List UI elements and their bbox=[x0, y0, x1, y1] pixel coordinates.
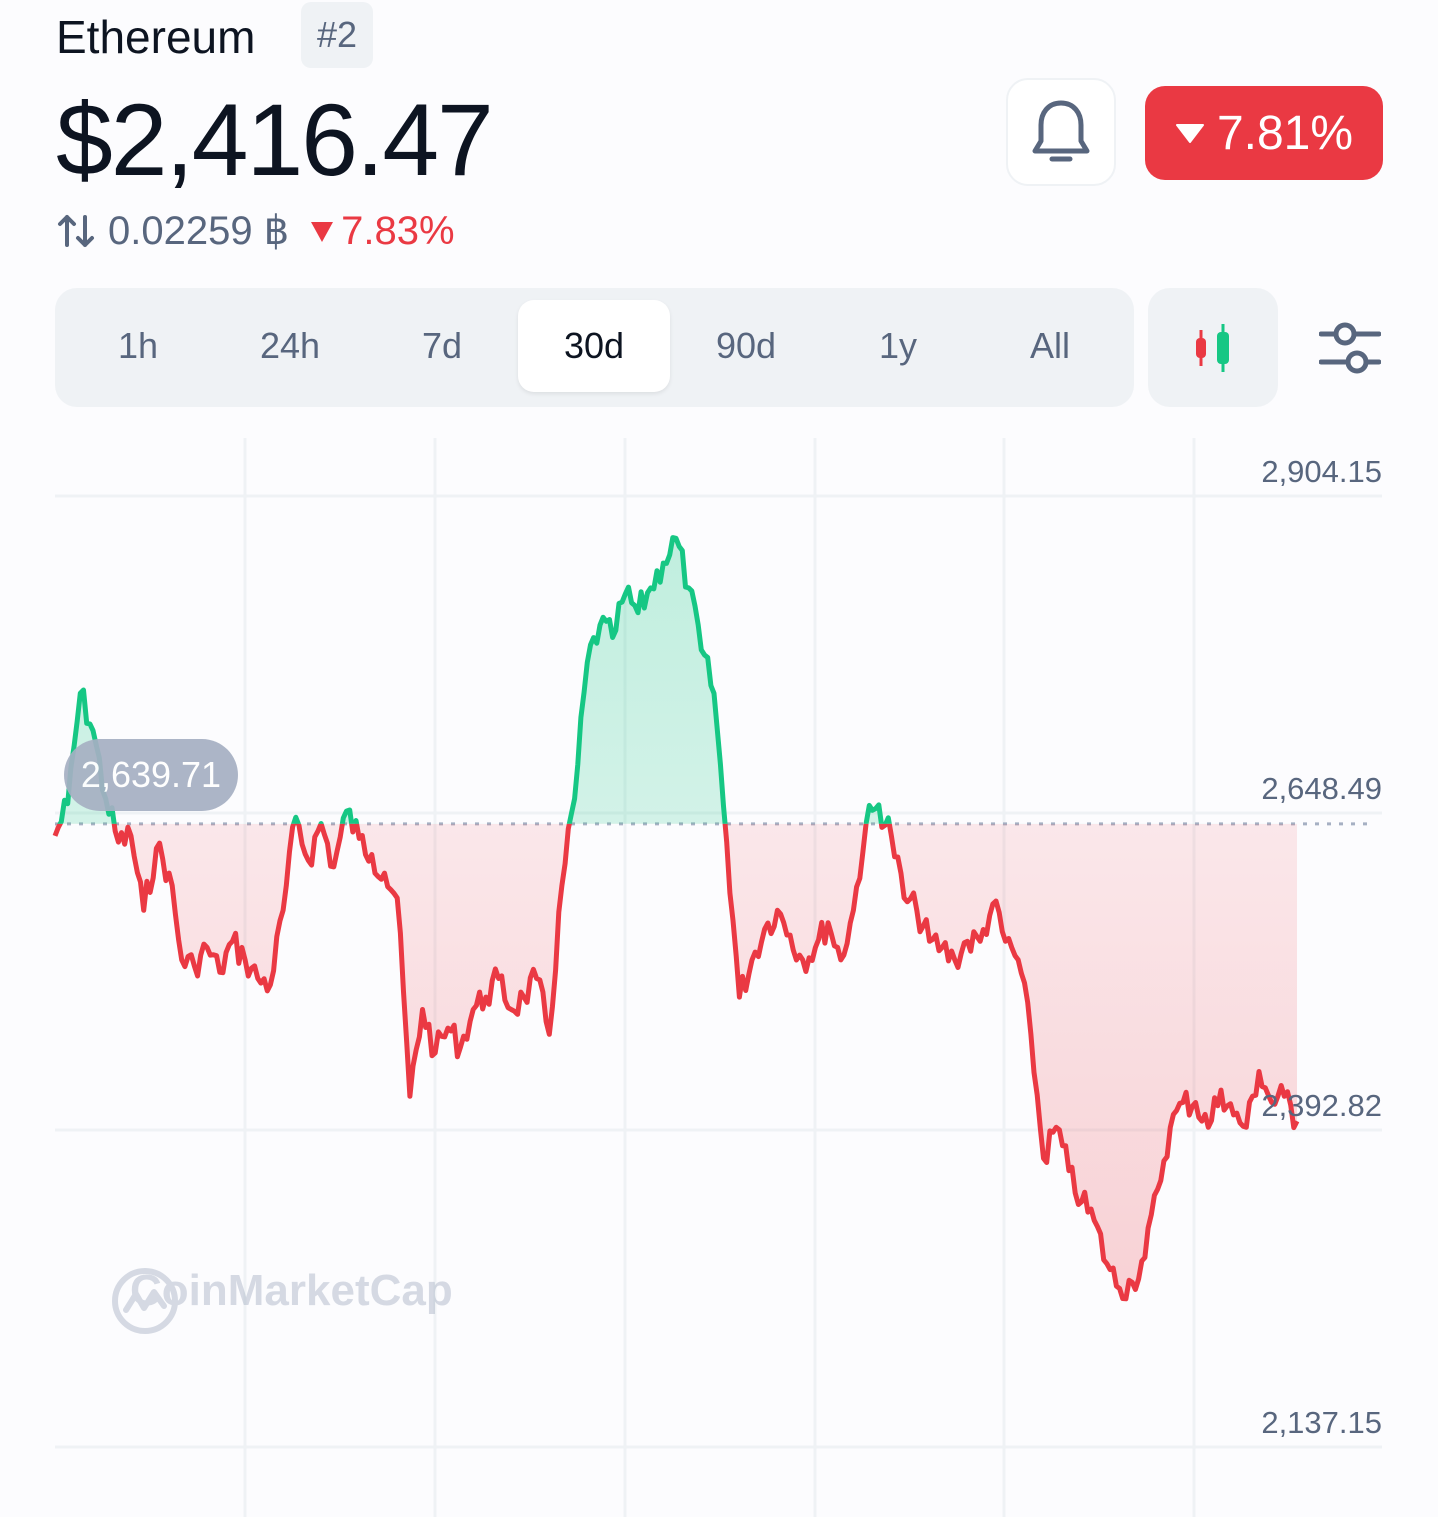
btc-price: 0.02259 ฿ bbox=[108, 209, 290, 253]
chart-settings-button[interactable] bbox=[1310, 316, 1390, 382]
caret-down-icon bbox=[311, 222, 334, 242]
btc-change: 7.83% bbox=[341, 208, 455, 253]
sliders-icon bbox=[1319, 322, 1381, 374]
price-change-badge: 7.81% bbox=[1145, 86, 1383, 180]
y-tick-label: 2,648.49 bbox=[1261, 770, 1382, 806]
reference-price-tag: 2,639.71 bbox=[64, 739, 238, 811]
watermark: CoinMarketCap bbox=[110, 1266, 453, 1334]
tab-24h[interactable]: 24h bbox=[259, 325, 321, 366]
coinmarketcap-logo-icon bbox=[112, 1268, 178, 1334]
price-line-down bbox=[52, 823, 1300, 1302]
y-tick-label: 2,904.15 bbox=[1261, 454, 1382, 489]
rank-badge: #2 bbox=[301, 2, 373, 68]
y-tick-label: 2,137.15 bbox=[1261, 1405, 1382, 1440]
btc-price-row: 0.02259 ฿ 7.83% bbox=[56, 204, 455, 258]
tab-all[interactable]: All bbox=[1029, 325, 1070, 366]
coin-price: $2,416.47 bbox=[56, 83, 494, 197]
area-fill-above bbox=[55, 537, 1297, 824]
tab-7d[interactable]: 7d bbox=[421, 325, 463, 366]
price-line-up bbox=[57, 535, 892, 824]
tab-90d[interactable]: 90d bbox=[715, 325, 777, 366]
tab-1h[interactable]: 1h bbox=[117, 325, 159, 366]
tab-1y[interactable]: 1y bbox=[878, 325, 918, 366]
tab-30d[interactable]: 30d bbox=[518, 300, 670, 392]
swap-icon[interactable] bbox=[56, 211, 96, 251]
price-chart-svg[interactable] bbox=[0, 430, 1438, 1517]
caret-down-icon bbox=[1175, 124, 1204, 143]
watermark-text: CoinMarketCap bbox=[130, 1266, 453, 1315]
bell-icon bbox=[1032, 100, 1090, 162]
price-alert-button[interactable] bbox=[1006, 78, 1116, 186]
price-change-value: 7.81% bbox=[1216, 106, 1354, 160]
coin-name: Ethereum bbox=[56, 11, 256, 63]
price-chart[interactable]: 2,904.15 2,648.49 2,392.82 2,137.15 2,63… bbox=[0, 430, 1438, 1517]
candlestick-icon bbox=[1196, 323, 1229, 372]
y-tick-label: 2,392.82 bbox=[1261, 1087, 1382, 1123]
area-fill-below bbox=[55, 823, 1297, 1299]
coin-header: Ethereum #2 $2,416.47 0.02259 ฿ 7.83% 7.… bbox=[0, 0, 1438, 270]
time-range-tabs: 1h 24h 7d 30d 90d 1y All bbox=[55, 288, 1134, 407]
candlestick-toggle[interactable] bbox=[1148, 288, 1278, 407]
